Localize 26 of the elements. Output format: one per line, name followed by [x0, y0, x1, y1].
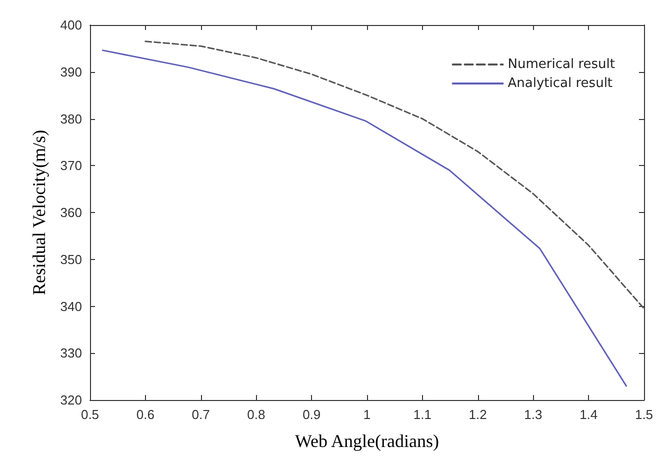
x-tick-label: 0.9	[302, 407, 321, 422]
y-axis-title: Residual Velocity(m/s)	[29, 130, 49, 296]
x-tick-label: 1.1	[413, 407, 432, 422]
x-tick-label: 0.8	[247, 407, 266, 422]
y-tick-label: 340	[60, 298, 82, 314]
x-tick-label: 1.3	[524, 407, 542, 422]
x-tick-label: 1.4	[580, 407, 598, 422]
x-tick-label: 0.7	[192, 407, 210, 422]
y-tick-label: 330	[60, 346, 82, 361]
line-series	[144, 40, 645, 310]
x-tick-label: 1.2	[468, 407, 487, 422]
x-tick-label: 1.5	[634, 407, 654, 422]
x-tick-label: 0.5	[80, 407, 100, 422]
line-series	[102, 50, 628, 387]
legend-label: Numerical result	[508, 57, 615, 72]
y-tick-label: 390	[60, 64, 82, 80]
y-tick-label: 380	[60, 111, 82, 126]
x-tick-label: 0.6	[136, 407, 154, 422]
y-tick-label: 350	[60, 252, 82, 267]
y-tick-label: 320	[60, 392, 82, 408]
x-axis-title: Web Angle(radians)	[295, 431, 440, 451]
y-tick-label: 370	[60, 158, 82, 174]
x-tick-label: 1	[363, 407, 371, 422]
y-tick-label: 360	[60, 205, 82, 220]
y-tick-label: 400	[60, 18, 82, 32]
legend-label: Analytical result	[508, 76, 613, 91]
